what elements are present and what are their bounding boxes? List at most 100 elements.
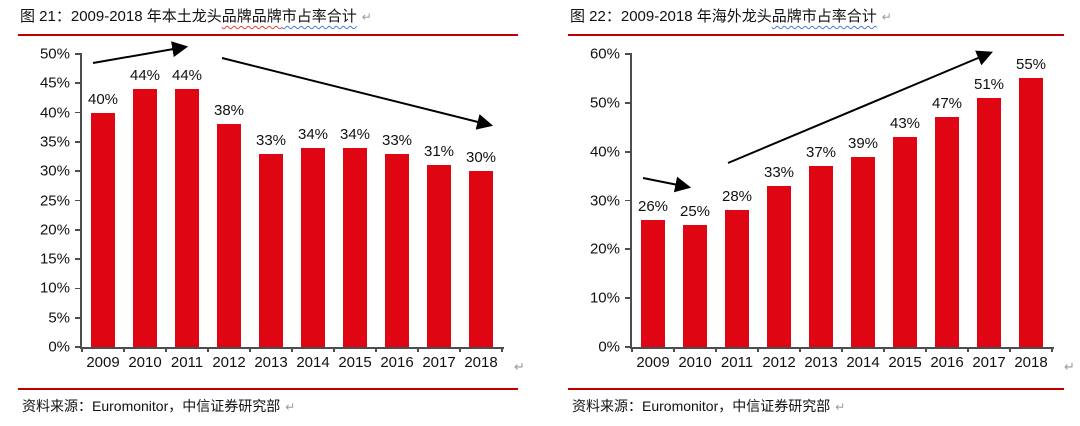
bar-2016 [385, 154, 409, 347]
y-axis-tick [75, 53, 82, 55]
bar-2012 [767, 186, 791, 347]
x-axis-category-label: 2014 [296, 354, 330, 371]
y-axis-tick-label: 60% [589, 45, 620, 63]
x-axis-tick [841, 347, 843, 352]
return-mark-icon: ↵ [361, 10, 372, 24]
bar-2012 [217, 124, 241, 347]
bar-chart-overseas-leaders[interactable]: 0% 10% 20% 30% 40% 50% 60% 26% 2009 25% 2010 28% 201… [568, 40, 1075, 375]
x-axis-category-label: 2011 [720, 354, 754, 371]
bar-2009 [641, 220, 665, 347]
figure-22-title-rule [568, 34, 1064, 36]
x-axis-tick [501, 347, 503, 352]
y-axis-tick-label: 10% [589, 289, 620, 307]
x-axis-tick [81, 347, 83, 352]
bar-2014 [301, 148, 325, 347]
y-axis-tick-label: 50% [39, 45, 70, 63]
figure-21-title: 图 21：2009-2018 年本土龙头品牌品牌市占率合计 ↵ [20, 7, 372, 27]
y-axis-tick-label: 15% [39, 250, 70, 268]
x-axis-category-label: 2017 [422, 354, 456, 371]
value-label: 33% [381, 132, 413, 149]
y-axis-tick-label: 25% [39, 192, 70, 209]
figure-22-title: 图 22：2009-2018 年海外龙头品牌市占率合计 ↵ [570, 7, 892, 27]
x-axis-tick [925, 347, 927, 352]
y-axis-tick [625, 150, 632, 153]
x-axis-category-label: 2013 [254, 354, 288, 371]
x-axis-category-label: 2015 [888, 354, 922, 371]
y-axis-tick-label: 10% [39, 279, 70, 297]
bar-chart-domestic-leaders[interactable]: 0% 5% 10% 15% 20% 25% 30% 35% 40% 45% 50% 40% 2009 44… [18, 40, 525, 375]
x-axis-category-label: 2015 [338, 354, 372, 371]
y-axis-tick [625, 297, 632, 300]
value-label: 28% [721, 188, 753, 205]
value-label: 55% [1015, 56, 1047, 73]
x-axis-tick [1009, 347, 1011, 352]
value-label: 51% [973, 76, 1005, 93]
figure-22-source-line: 资料来源：Euromonitor，中信证券研究部 ↵ [572, 397, 845, 416]
y-axis-tick [75, 346, 82, 348]
y-axis-tick-label: 35% [39, 133, 70, 151]
trend-arrow-initial-rise [92, 41, 189, 64]
trend-arrow-declining-trend [221, 57, 494, 130]
figure-21-title-rule [18, 34, 518, 36]
x-axis-tick [333, 347, 335, 352]
bar-2016 [935, 117, 959, 347]
x-axis-category-label: 2010 [128, 354, 162, 371]
value-label: 34% [297, 126, 329, 143]
value-label: 47% [931, 95, 963, 112]
y-axis-tick [75, 170, 82, 173]
y-axis-tick-label: 30% [39, 162, 70, 180]
x-axis-category-label: 2016 [380, 354, 414, 371]
x-axis-tick [165, 347, 167, 352]
bar-2013 [809, 166, 833, 347]
value-label: 34% [339, 126, 371, 143]
x-axis-tick [123, 347, 125, 352]
title-segment: 品牌市占率合计 [771, 8, 877, 25]
figure-21: 图 21：2009-2018 年本土龙头品牌品牌市占率合计 ↵ 0% 5% 10% 15… [18, 0, 525, 426]
return-mark-icon: ↵ [514, 359, 525, 374]
return-mark-icon: ↵ [835, 400, 846, 414]
bar-2014 [851, 157, 875, 347]
y-axis-tick-label: 40% [39, 104, 70, 122]
figure-22-bottom-rule [568, 388, 1064, 390]
x-axis-tick [1051, 347, 1053, 352]
y-axis-tick-label: 50% [589, 94, 620, 112]
title-segment: 图 21：2009-2018 年本土龙头 [20, 8, 222, 25]
y-axis-tick [625, 101, 632, 104]
x-axis-category-label: 2009 [86, 354, 120, 371]
value-label: 44% [129, 67, 161, 84]
y-axis-tick-label: 20% [589, 240, 620, 258]
x-axis-category-label: 2017 [972, 354, 1006, 371]
bar-2013 [259, 154, 283, 347]
x-axis-tick [673, 347, 675, 352]
bar-2009 [91, 113, 115, 347]
value-label: 43% [889, 115, 921, 132]
bar-2018 [469, 171, 493, 347]
value-label: 31% [423, 143, 455, 160]
value-label: 39% [847, 135, 879, 152]
x-axis-category-label: 2010 [678, 354, 712, 371]
y-axis-tick [625, 248, 632, 251]
y-axis-tick [625, 53, 632, 55]
value-label: 33% [763, 164, 795, 181]
x-axis-tick [715, 347, 717, 352]
x-axis-category-label: 2012 [212, 354, 246, 371]
bar-2015 [893, 137, 917, 347]
y-axis-tick-label: 40% [589, 143, 620, 161]
title-segment: 品牌品牌 [221, 8, 282, 25]
x-axis-tick [631, 347, 633, 352]
return-mark-icon: ↵ [881, 10, 892, 24]
bar-2018 [1019, 78, 1043, 347]
value-label: 26% [637, 198, 669, 215]
value-label: 37% [805, 144, 837, 161]
y-axis-tick-label: 30% [589, 192, 620, 209]
y-axis-tick [75, 258, 82, 260]
x-axis-tick [249, 347, 251, 352]
x-axis-category-label: 2014 [846, 354, 880, 371]
bar-2011 [725, 210, 749, 347]
x-axis-category-label: 2016 [930, 354, 964, 371]
y-axis-tick [75, 316, 82, 319]
value-label: 25% [679, 203, 711, 220]
trend-arrow-initial-flat [642, 176, 692, 193]
value-label: 44% [171, 67, 203, 84]
bar-2011 [175, 89, 199, 347]
